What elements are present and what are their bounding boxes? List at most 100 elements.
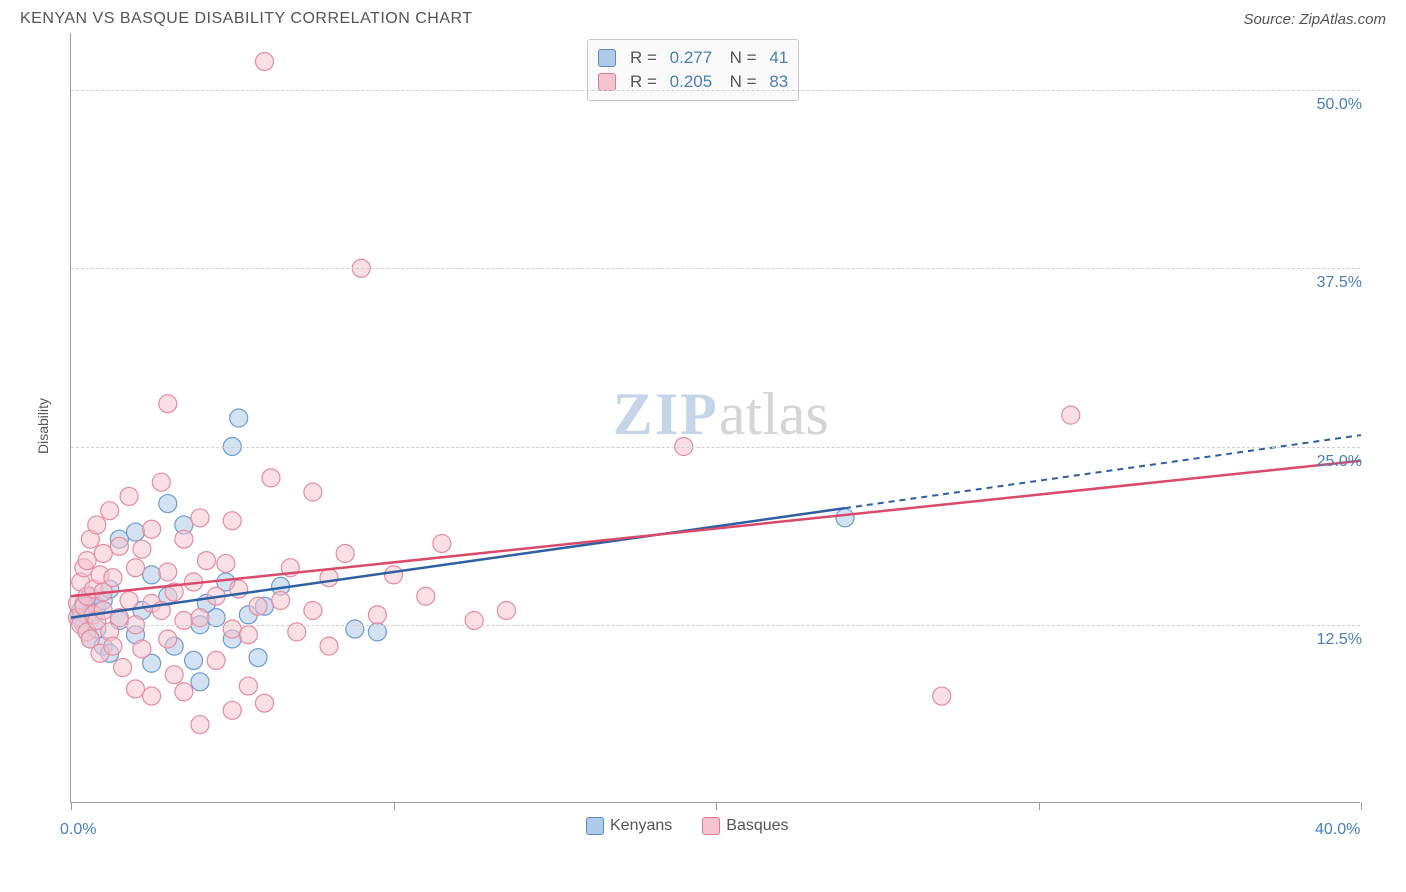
data-point-basques <box>207 651 225 669</box>
data-point-basques <box>417 587 435 605</box>
data-point-basques <box>497 602 515 620</box>
data-point-basques <box>304 483 322 501</box>
data-point-basques <box>159 630 177 648</box>
y-tick-label: 50.0% <box>1317 96 1362 114</box>
data-point-basques <box>88 516 106 534</box>
data-point-basques <box>249 597 267 615</box>
data-point-basques <box>110 537 128 555</box>
data-point-basques <box>159 563 177 581</box>
data-point-basques <box>159 395 177 413</box>
data-point-basques <box>1062 406 1080 424</box>
x-tick <box>1361 802 1362 810</box>
source-label: Source: ZipAtlas.com <box>1243 11 1386 28</box>
data-point-basques <box>114 659 132 677</box>
x-max-label: 40.0% <box>1315 821 1360 839</box>
data-point-basques <box>368 606 386 624</box>
gridline <box>71 268 1360 269</box>
data-point-kenyans <box>230 409 248 427</box>
data-point-basques <box>465 611 483 629</box>
data-point-basques <box>223 512 241 530</box>
data-point-kenyans <box>249 649 267 667</box>
legend-r-label: R = <box>630 72 662 92</box>
correlation-legend: R = 0.277 N = 41R = 0.205 N = 83 <box>587 39 799 101</box>
data-point-kenyans <box>143 566 161 584</box>
legend-row-kenyans: R = 0.277 N = 41 <box>598 46 788 70</box>
data-point-basques <box>143 687 161 705</box>
data-point-basques <box>94 602 112 620</box>
data-point-basques <box>165 666 183 684</box>
data-point-basques <box>104 637 122 655</box>
data-point-basques <box>272 592 290 610</box>
data-point-basques <box>78 552 96 570</box>
bottom-legend-swatch-basques <box>702 817 720 835</box>
bottom-legend-item-basques: Basques <box>702 817 788 835</box>
legend-n-label: N = <box>720 48 761 68</box>
x-tick <box>1039 802 1040 810</box>
scatter-svg <box>71 33 1361 803</box>
data-point-basques <box>127 559 145 577</box>
data-point-basques <box>933 687 951 705</box>
gridline <box>71 625 1360 626</box>
x-tick <box>716 802 717 810</box>
legend-swatch-kenyans <box>598 49 616 67</box>
data-point-basques <box>304 602 322 620</box>
y-tick-label: 25.0% <box>1317 453 1362 471</box>
bottom-legend-label-basques: Basques <box>726 817 788 834</box>
data-point-basques <box>175 683 193 701</box>
data-point-basques <box>191 509 209 527</box>
data-point-kenyans <box>127 523 145 541</box>
y-tick-label: 37.5% <box>1317 274 1362 292</box>
gridline <box>71 90 1360 91</box>
data-point-basques <box>133 540 151 558</box>
data-point-basques <box>197 552 215 570</box>
x-tick <box>71 802 72 810</box>
bottom-legend-item-kenyans: Kenyans <box>586 817 672 835</box>
legend-n-label: N = <box>720 72 761 92</box>
data-point-basques <box>120 592 138 610</box>
data-point-basques <box>256 53 274 71</box>
data-point-kenyans <box>346 620 364 638</box>
x-tick <box>394 802 395 810</box>
data-point-basques <box>94 544 112 562</box>
chart-title: KENYAN VS BASQUE DISABILITY CORRELATION … <box>20 10 473 28</box>
data-point-basques <box>256 694 274 712</box>
y-tick-label: 12.5% <box>1317 631 1362 649</box>
data-point-basques <box>191 716 209 734</box>
data-point-basques <box>133 640 151 658</box>
x-min-label: 0.0% <box>60 821 96 839</box>
data-point-basques <box>239 626 257 644</box>
bottom-legend-label-kenyans: Kenyans <box>610 817 672 834</box>
data-point-kenyans <box>159 495 177 513</box>
data-point-basques <box>175 530 193 548</box>
legend-r-value-basques: 0.205 <box>670 72 713 92</box>
data-point-basques <box>152 473 170 491</box>
data-point-basques <box>127 680 145 698</box>
legend-n-value-kenyans: 41 <box>769 48 788 68</box>
legend-r-label: R = <box>630 48 662 68</box>
data-point-kenyans <box>836 509 854 527</box>
data-point-basques <box>262 469 280 487</box>
series-legend: Kenyans Basques <box>586 817 789 835</box>
gridline <box>71 447 1360 448</box>
data-point-kenyans <box>185 651 203 669</box>
data-point-basques <box>104 569 122 587</box>
legend-swatch-basques <box>598 73 616 91</box>
y-axis-label: Disability <box>35 398 51 454</box>
data-point-basques <box>385 566 403 584</box>
data-point-basques <box>433 534 451 552</box>
legend-r-value-kenyans: 0.277 <box>670 48 713 68</box>
data-point-basques <box>320 569 338 587</box>
data-point-basques <box>336 544 354 562</box>
data-point-basques <box>143 520 161 538</box>
data-point-basques <box>223 620 241 638</box>
legend-n-value-basques: 83 <box>769 72 788 92</box>
data-point-basques <box>217 554 235 572</box>
bottom-legend-swatch-kenyans <box>586 817 604 835</box>
data-point-basques <box>101 502 119 520</box>
data-point-basques <box>223 701 241 719</box>
plot-area: ZIPatlas R = 0.277 N = 41R = 0.205 N = 8… <box>70 33 1360 803</box>
data-point-kenyans <box>191 673 209 691</box>
data-point-basques <box>175 611 193 629</box>
data-point-basques <box>120 487 138 505</box>
data-point-basques <box>320 637 338 655</box>
